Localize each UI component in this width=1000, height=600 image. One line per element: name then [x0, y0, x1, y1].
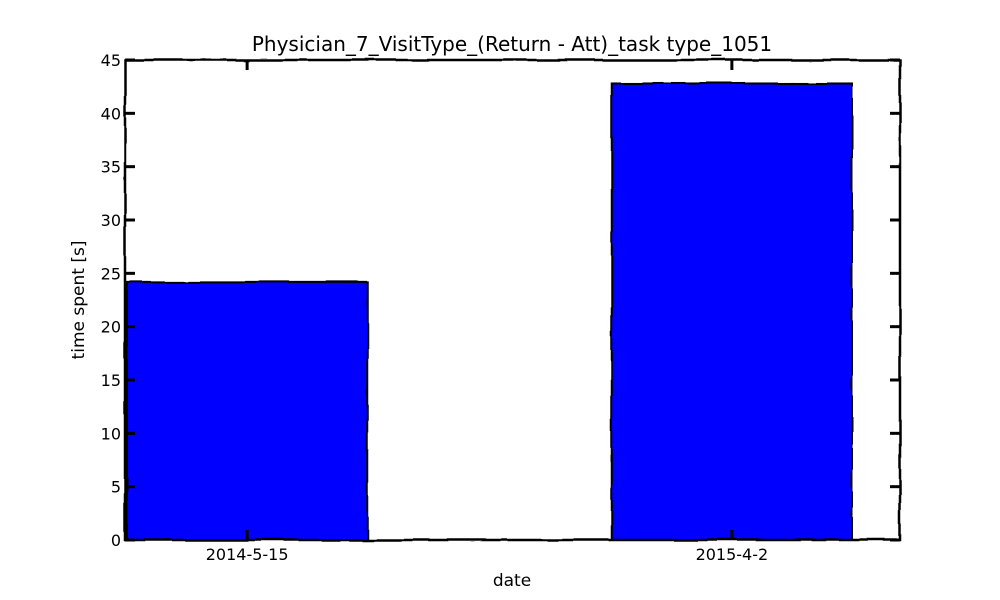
plot-frame — [123, 58, 902, 542]
bars-layer — [126, 82, 853, 541]
y-tick-label: 0 — [111, 531, 121, 550]
y-tick-label: 45 — [101, 51, 121, 70]
y-tick-label: 20 — [101, 318, 121, 337]
x-axis-label: date — [493, 571, 531, 591]
y-tick-label: 10 — [101, 424, 121, 443]
bar-2014-5-15 — [126, 280, 369, 541]
y-tick-label: 30 — [101, 211, 121, 230]
chart-title: Physician_7_VisitType_(Return - Att)_tas… — [252, 32, 772, 56]
y-tick-label: 40 — [101, 104, 121, 123]
y-tick-label: 5 — [111, 478, 121, 497]
y-tick-label: 15 — [101, 371, 121, 390]
axes-layer — [123, 58, 902, 542]
y-tick-label: 35 — [101, 158, 121, 177]
ticks-layer: 2014-5-15 2015-4-2 0 5 10 15 20 25 30 35 40 45 — [101, 51, 900, 564]
x-tick-label: 2014-5-15 — [206, 545, 289, 564]
y-tick-label: 25 — [101, 264, 121, 283]
bar-2015-4-2 — [610, 82, 853, 541]
y-axis-label: time spent [s] — [69, 241, 89, 360]
x-tick-label: 2015-4-2 — [696, 545, 769, 564]
